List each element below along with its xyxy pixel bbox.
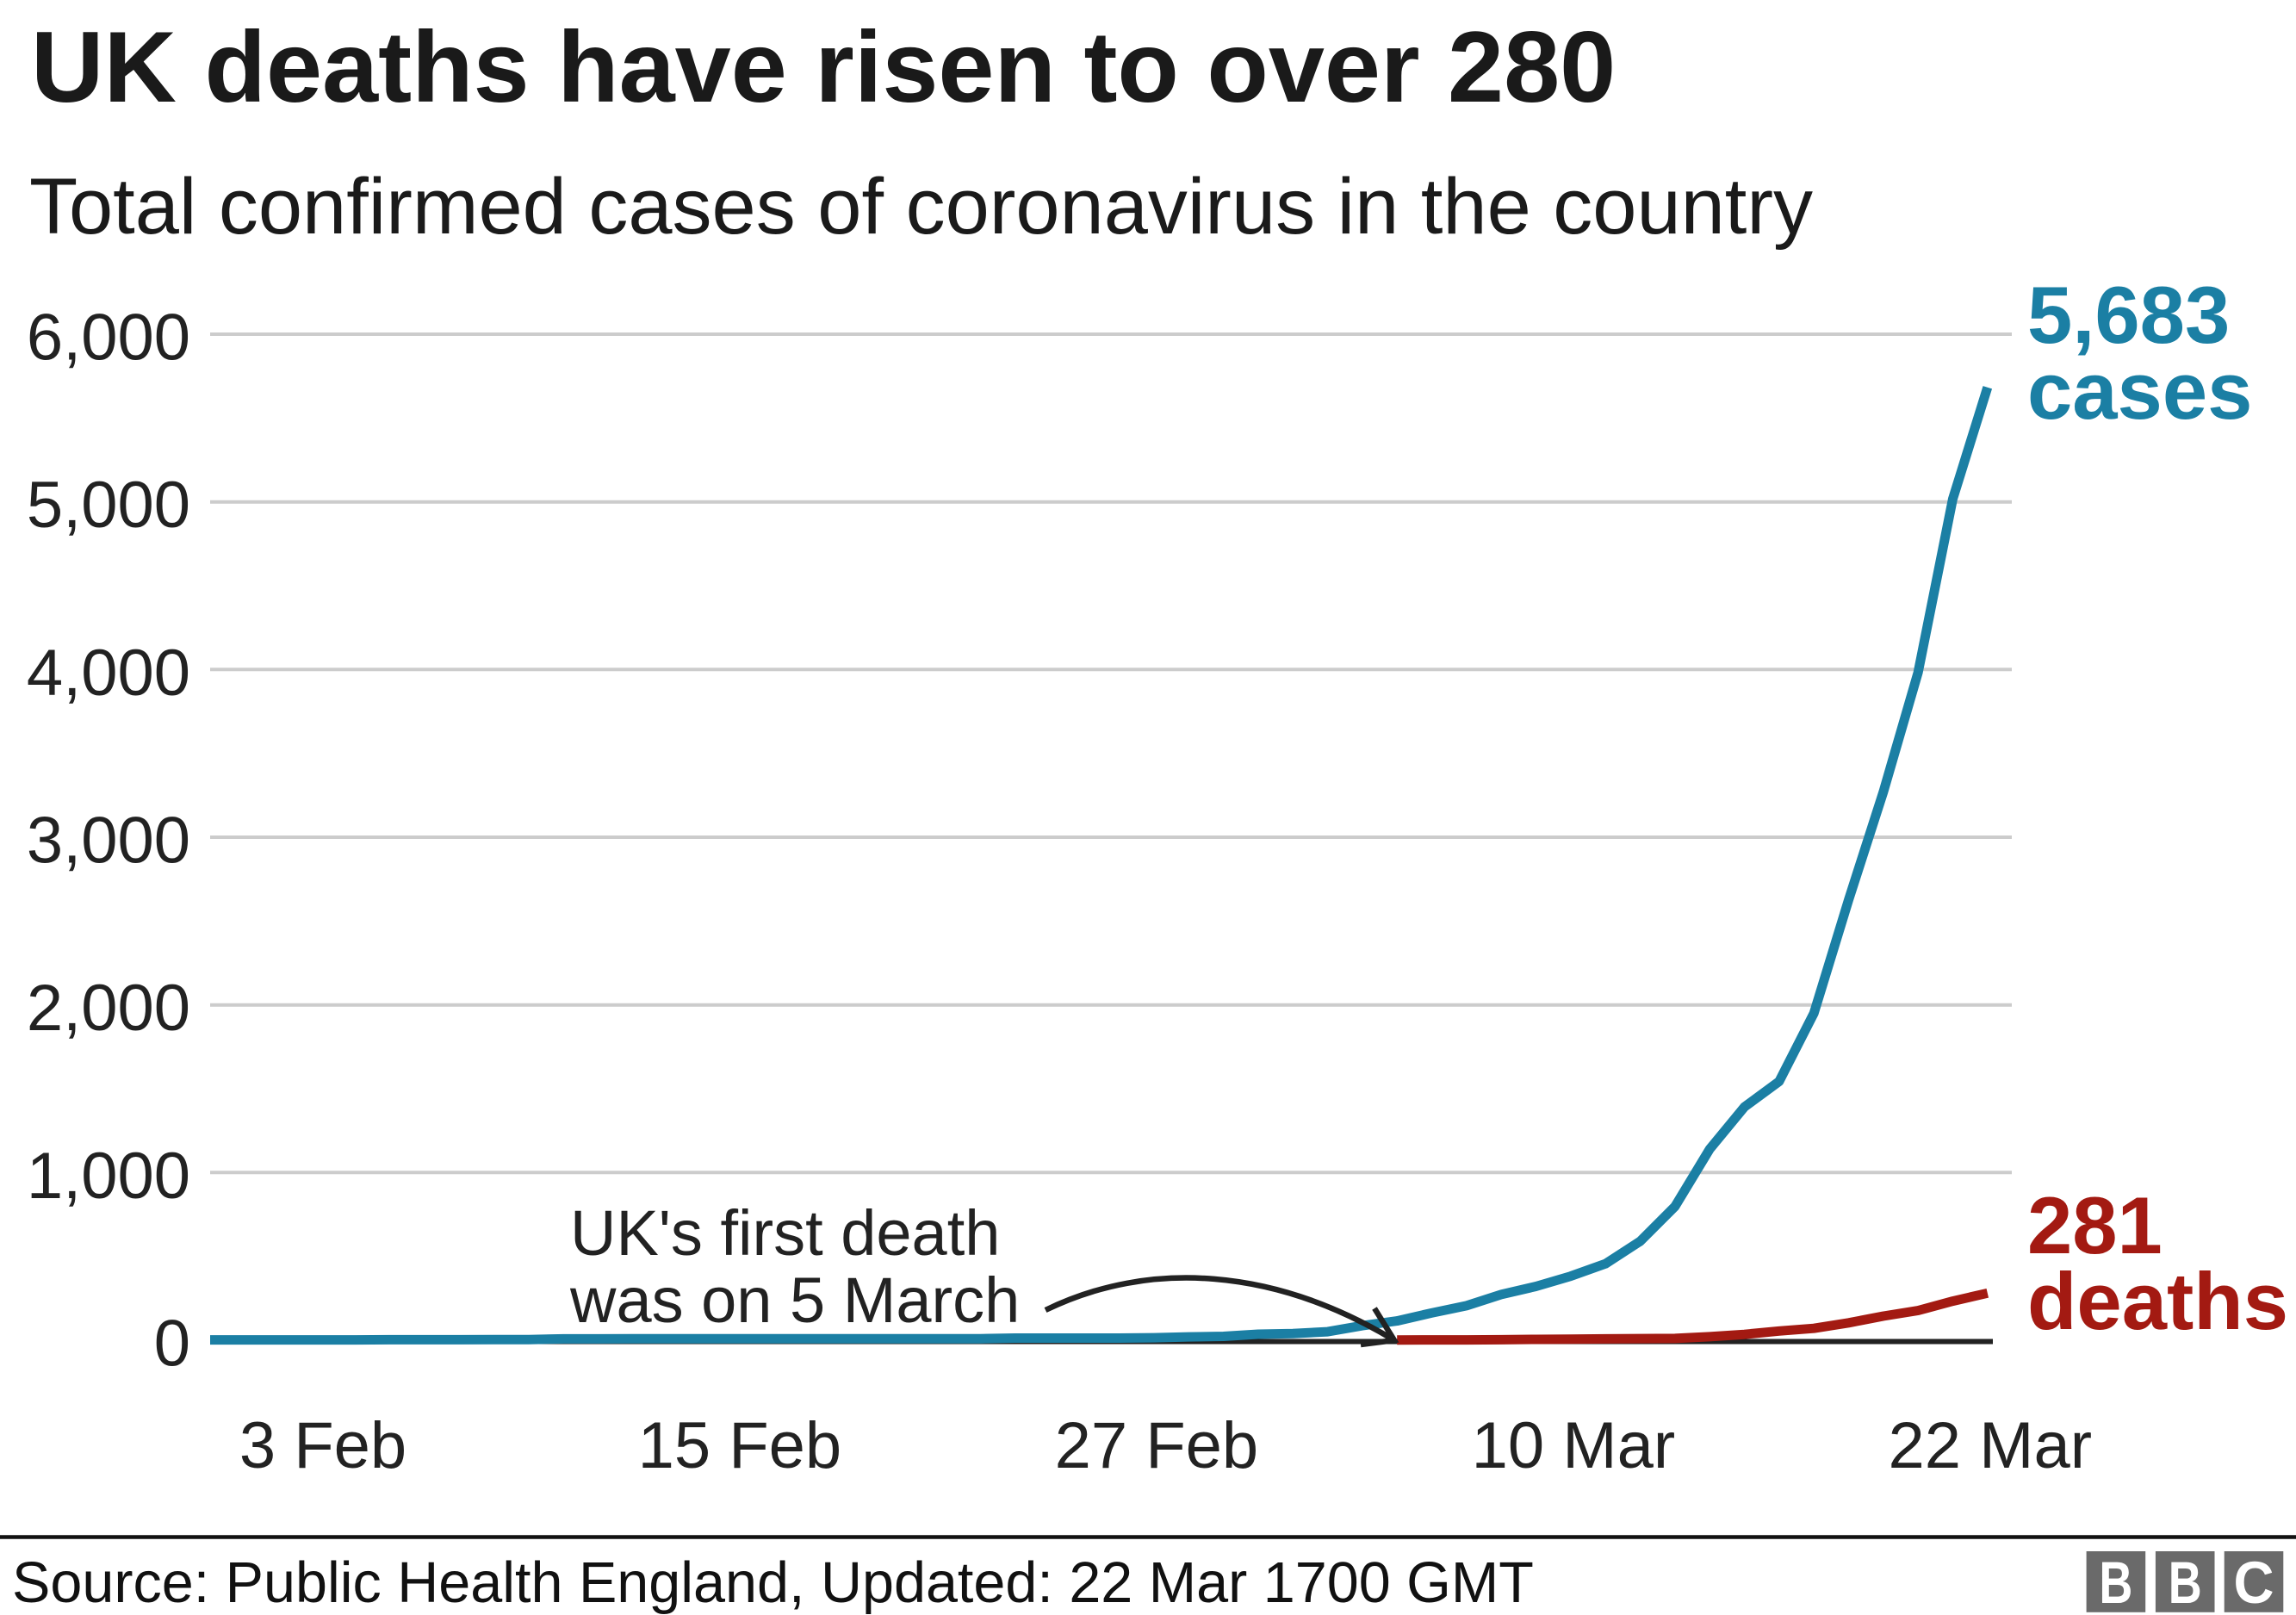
svg-text:3,000: 3,000 bbox=[27, 804, 190, 878]
svg-text:3 Feb: 3 Feb bbox=[239, 1409, 406, 1482]
svg-text:0: 0 bbox=[154, 1308, 190, 1381]
svg-text:Total confirmed cases of coron: Total confirmed cases of coronavirus in … bbox=[29, 163, 1813, 251]
svg-text:UK deaths have risen to over 2: UK deaths have risen to over 280 bbox=[31, 10, 1616, 123]
svg-text:C: C bbox=[2234, 1550, 2274, 1615]
svg-text:5,683: 5,683 bbox=[2027, 270, 2230, 360]
svg-text:27 Feb: 27 Feb bbox=[1055, 1409, 1259, 1482]
svg-text:1,000: 1,000 bbox=[27, 1140, 190, 1213]
svg-text:deaths: deaths bbox=[2027, 1256, 2288, 1346]
svg-text:B: B bbox=[2099, 1550, 2132, 1615]
svg-text:5,000: 5,000 bbox=[27, 469, 190, 542]
svg-text:15 Feb: 15 Feb bbox=[638, 1409, 842, 1482]
svg-text:was on 5 March: was on 5 March bbox=[569, 1264, 1020, 1336]
svg-text:4,000: 4,000 bbox=[27, 637, 190, 710]
svg-text:10 Mar: 10 Mar bbox=[1472, 1409, 1676, 1482]
svg-text:6,000: 6,000 bbox=[27, 301, 190, 375]
svg-text:B: B bbox=[2169, 1550, 2202, 1615]
svg-text:Source: Public Health England,: Source: Public Health England, Updated: … bbox=[12, 1551, 1534, 1615]
svg-text:UK's first death: UK's first death bbox=[570, 1197, 1000, 1269]
svg-text:22 Mar: 22 Mar bbox=[1889, 1409, 2093, 1482]
svg-text:281: 281 bbox=[2027, 1180, 2163, 1270]
svg-text:cases: cases bbox=[2027, 345, 2252, 436]
svg-text:2,000: 2,000 bbox=[27, 972, 190, 1045]
